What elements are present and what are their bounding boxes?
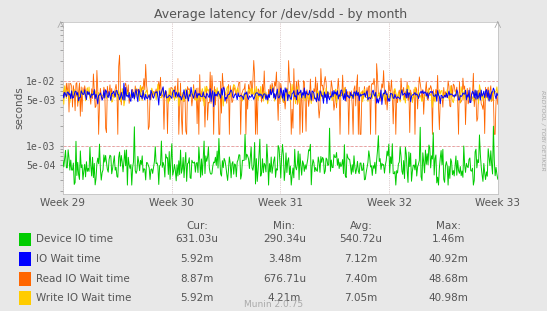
- Text: 4.21m: 4.21m: [267, 293, 301, 303]
- Text: Week 30: Week 30: [149, 198, 194, 208]
- Text: 3.48m: 3.48m: [267, 254, 301, 264]
- Text: IO Wait time: IO Wait time: [36, 254, 100, 264]
- Text: 40.98m: 40.98m: [429, 293, 468, 303]
- Text: 540.72u: 540.72u: [340, 234, 382, 244]
- Text: 7.05m: 7.05m: [345, 293, 377, 303]
- Text: RRDTOOL / TOBI OETIKER: RRDTOOL / TOBI OETIKER: [540, 90, 545, 171]
- Text: 8.87m: 8.87m: [180, 274, 214, 284]
- Text: Munin 2.0.75: Munin 2.0.75: [244, 300, 303, 309]
- Text: Avg:: Avg:: [350, 221, 373, 231]
- FancyBboxPatch shape: [19, 252, 31, 266]
- Text: Read IO Wait time: Read IO Wait time: [36, 274, 129, 284]
- FancyBboxPatch shape: [19, 291, 31, 305]
- Text: Device IO time: Device IO time: [36, 234, 113, 244]
- Text: 1.46m: 1.46m: [432, 234, 465, 244]
- Text: Max:: Max:: [436, 221, 461, 231]
- Text: Week 29: Week 29: [40, 198, 85, 208]
- Y-axis label: seconds: seconds: [15, 87, 25, 129]
- Text: 7.12m: 7.12m: [344, 254, 378, 264]
- Text: Write IO Wait time: Write IO Wait time: [36, 293, 131, 303]
- Text: 5.92m: 5.92m: [180, 254, 214, 264]
- Text: 7.40m: 7.40m: [345, 274, 377, 284]
- Text: Week 31: Week 31: [258, 198, 303, 208]
- Text: 48.68m: 48.68m: [428, 274, 469, 284]
- Title: Average latency for /dev/sdd - by month: Average latency for /dev/sdd - by month: [154, 7, 407, 21]
- Text: Week 32: Week 32: [366, 198, 411, 208]
- Text: 676.71u: 676.71u: [263, 274, 306, 284]
- Text: 40.92m: 40.92m: [429, 254, 468, 264]
- Text: Min:: Min:: [274, 221, 295, 231]
- FancyBboxPatch shape: [19, 233, 31, 246]
- FancyBboxPatch shape: [19, 272, 31, 285]
- Text: 631.03u: 631.03u: [176, 234, 218, 244]
- Text: 5.92m: 5.92m: [180, 293, 214, 303]
- Text: Cur:: Cur:: [186, 221, 208, 231]
- Text: Week 33: Week 33: [475, 198, 520, 208]
- Text: 290.34u: 290.34u: [263, 234, 306, 244]
